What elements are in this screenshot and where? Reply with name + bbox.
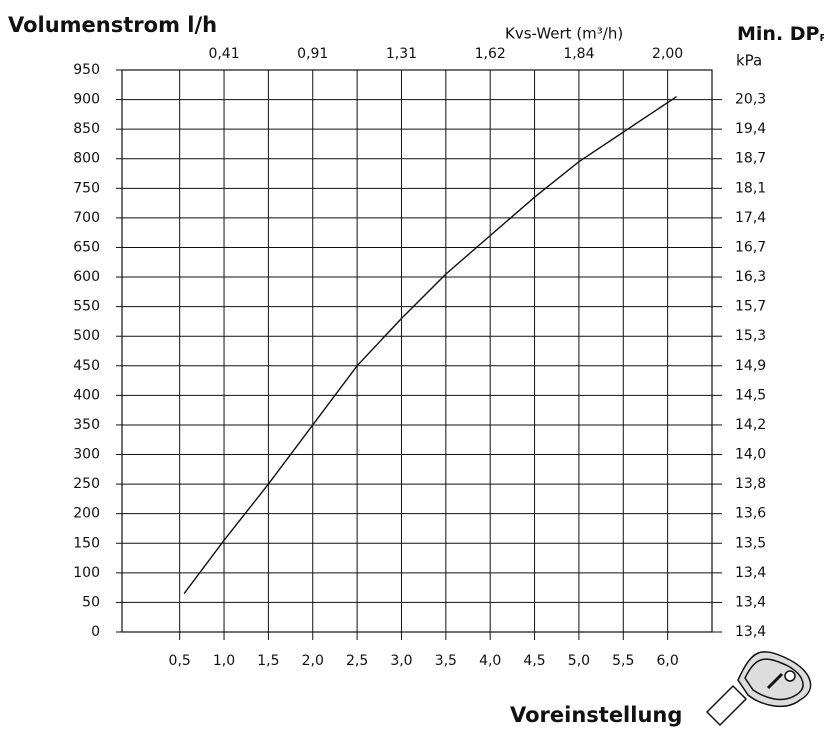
x-tick-label: 0,5 (169, 653, 191, 669)
y-tick-label: 600 (73, 269, 100, 285)
x-tick-label: 2,5 (346, 653, 368, 669)
right-axis-label: Min. DPP (737, 23, 824, 45)
y-tick-label: 400 (73, 387, 100, 403)
y-tick-label: 0 (91, 624, 100, 640)
x-tick-label: 4,5 (523, 653, 545, 669)
y-tick-label: 950 (73, 62, 100, 78)
right-tick-label: 13,6 (735, 506, 766, 522)
y-tick-label: 700 (73, 210, 100, 226)
right-tick-label: 13,4 (735, 624, 766, 640)
y-tick-label: 500 (73, 328, 100, 344)
y-tick-label: 300 (73, 447, 100, 463)
data-line (183, 96, 677, 594)
right-axis-unit: kPa (736, 52, 762, 70)
top-tick-label: 2,00 (652, 46, 683, 62)
y-tick-label: 100 (73, 565, 100, 581)
top-tick-label: 1,62 (475, 46, 506, 62)
right-tick-label: 16,3 (735, 269, 766, 285)
chart-title: Volumenstrom l/h (8, 13, 217, 37)
right-tick-label: 13,4 (735, 594, 766, 610)
x-tick-label: 1,5 (257, 653, 279, 669)
x-tick-label: 3,0 (390, 653, 412, 669)
y-tick-label: 650 (73, 239, 100, 255)
top-tick-label: 0,91 (297, 46, 328, 62)
right-tick-label: 13,4 (735, 565, 766, 581)
x-tick-label: 5,0 (568, 653, 590, 669)
right-tick-label: 15,3 (735, 328, 766, 344)
right-tick-label: 14,9 (735, 358, 766, 374)
x-tick-label: 2,0 (302, 653, 324, 669)
right-tick-label: 18,7 (735, 151, 766, 167)
x-tick-label: 4,0 (479, 653, 501, 669)
right-tick-label: 18,1 (735, 180, 766, 196)
y-tick-label: 800 (73, 151, 100, 167)
x-tick-label: 5,5 (612, 653, 634, 669)
right-axis-label-sub: P (819, 33, 824, 44)
right-tick-label: 16,7 (735, 239, 766, 255)
right-tick-label: 15,7 (735, 299, 766, 315)
x-tick-label: 6,0 (657, 653, 679, 669)
y-tick-label: 50 (82, 594, 100, 610)
top-tick-label: 1,84 (563, 46, 594, 62)
right-tick-label: 13,5 (735, 535, 766, 551)
right-tick-label: 17,4 (735, 210, 766, 226)
y-tick-label: 900 (73, 92, 100, 108)
y-tick-label: 750 (73, 180, 100, 196)
right-tick-label: 14,0 (735, 447, 766, 463)
top-tick-label: 1,31 (386, 46, 417, 62)
top-tick-label: 0,41 (208, 46, 239, 62)
x-axis-label: Voreinstellung (510, 703, 682, 727)
y-tick-label: 200 (73, 506, 100, 522)
key-icon (705, 651, 812, 727)
right-tick-label: 14,5 (735, 387, 766, 403)
y-tick-label: 250 (73, 476, 100, 492)
y-tick-label: 350 (73, 417, 100, 433)
y-tick-label: 850 (73, 121, 100, 137)
right-tick-label: 13,8 (735, 476, 766, 492)
right-axis-label-main: Min. DP (737, 23, 820, 45)
right-tick-label: 20,3 (735, 92, 766, 108)
y-tick-label: 550 (73, 299, 100, 315)
y-tick-label: 450 (73, 358, 100, 374)
right-tick-label: 19,4 (735, 121, 766, 137)
x-tick-label: 3,5 (435, 653, 457, 669)
top-axis-label: Kvs-Wert (m³/h) (505, 25, 623, 43)
y-tick-label: 150 (73, 535, 100, 551)
right-tick-label: 14,2 (735, 417, 766, 433)
x-tick-label: 1,0 (213, 653, 235, 669)
